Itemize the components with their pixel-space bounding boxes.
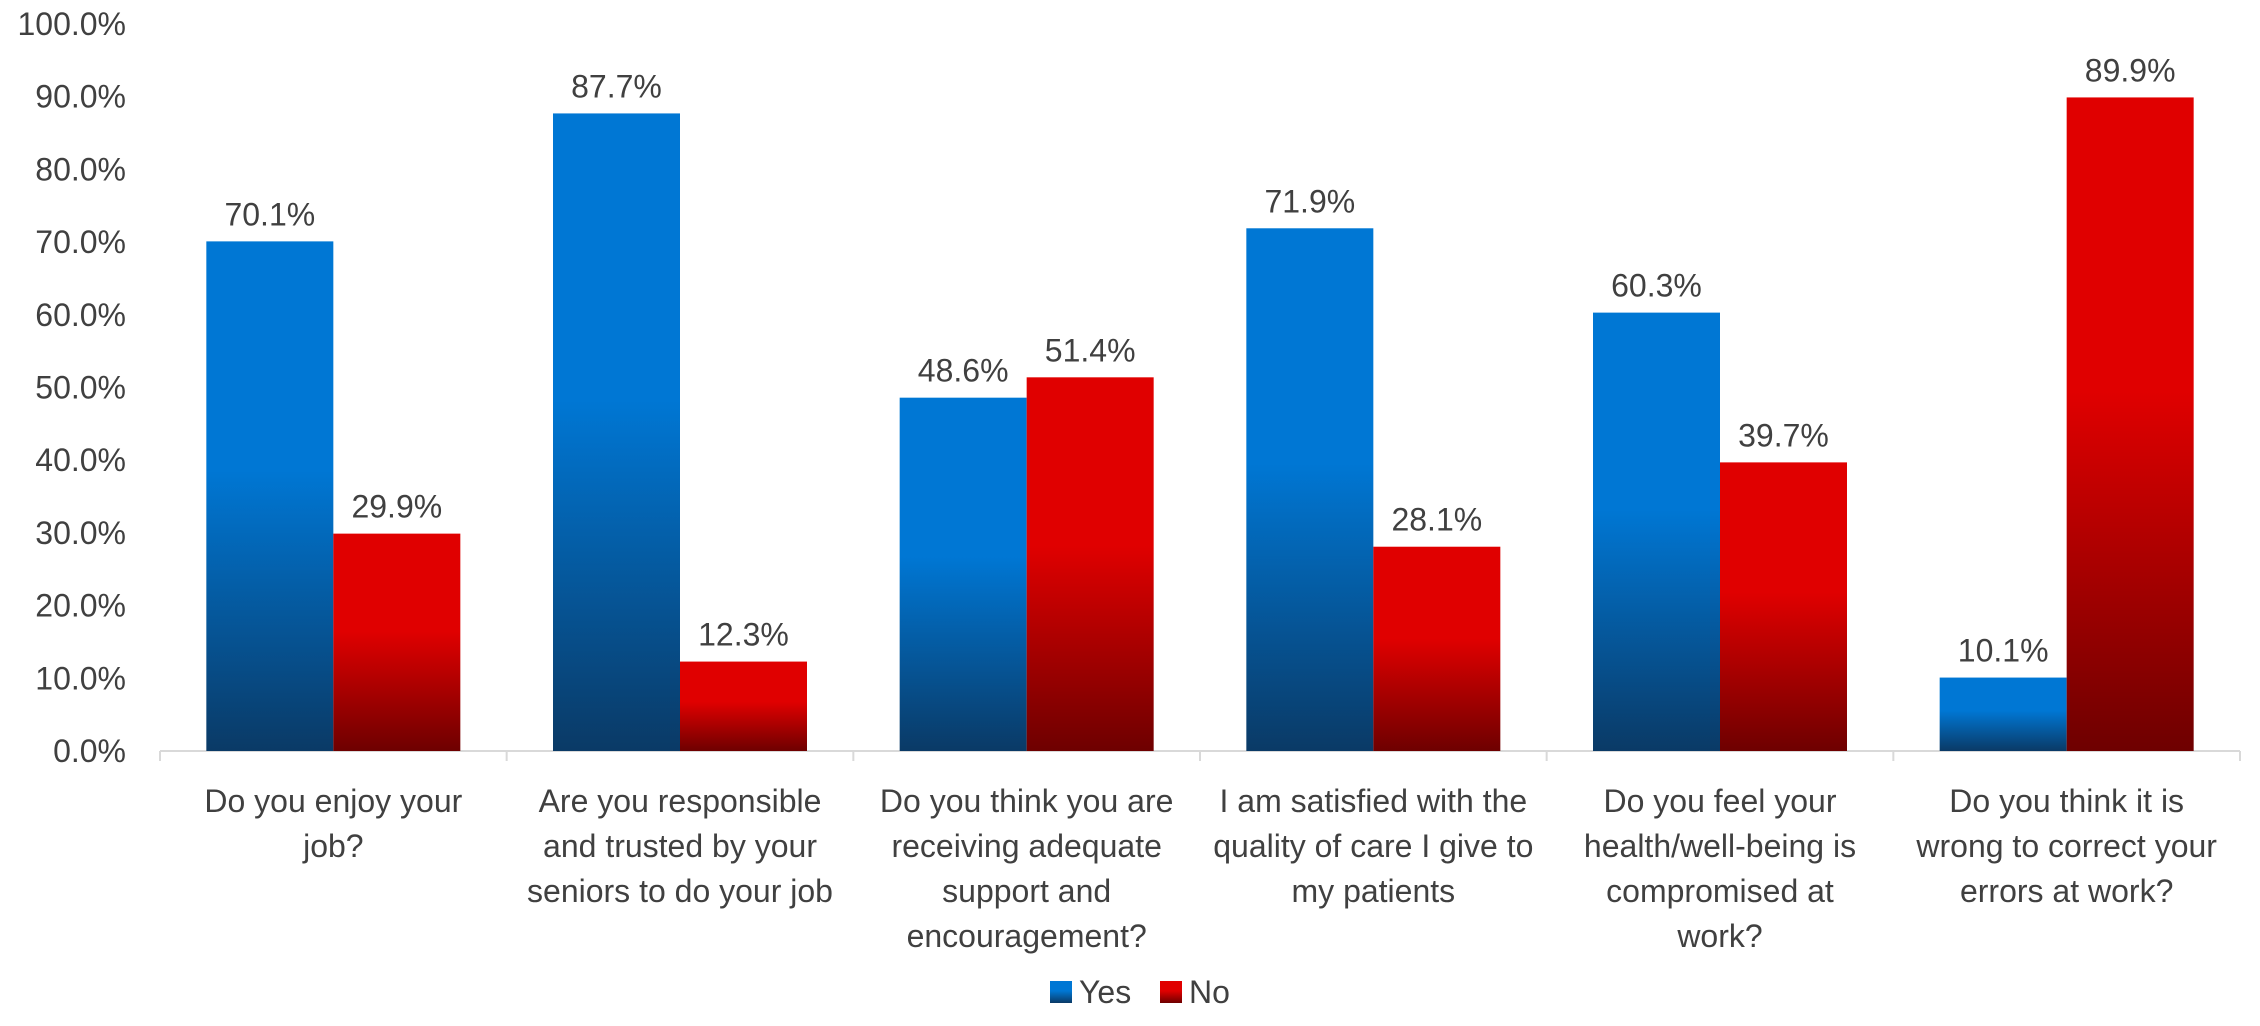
category-label-line: work? (1676, 918, 1762, 954)
data-label-yes-5: 10.1% (1958, 633, 2049, 669)
y-tick-label: 100.0% (17, 6, 126, 42)
bar-no-3 (1373, 546, 1501, 751)
data-label-no-4: 39.7% (1738, 417, 1829, 453)
x-axis (159, 750, 2241, 761)
y-tick-label: 80.0% (35, 151, 126, 187)
y-tick-label: 60.0% (35, 297, 126, 333)
category-label-line: and trusted by your (543, 828, 817, 864)
data-label-no-5: 89.9% (2085, 52, 2176, 88)
category-label-0: Do you enjoy your job? (204, 783, 462, 864)
category-labels-group: Do you enjoy your job? Are you responsible… (204, 783, 2217, 954)
data-label-yes-3: 71.9% (1264, 183, 1355, 219)
y-tick-label: 0.0% (53, 733, 126, 769)
category-label-1: Are you responsible and trusted by your se… (527, 783, 833, 909)
bar-no-4 (1720, 462, 1847, 751)
category-label-5: Do you think it is wrong to correct your e… (1915, 783, 2217, 909)
bar-no-5 (2066, 97, 2194, 751)
y-tick-label: 30.0% (35, 515, 126, 551)
category-label-3: I am satisfied with the quality of care I… (1213, 783, 1533, 909)
category-label-line: Do you enjoy your (204, 783, 462, 819)
bar-yes-2 (899, 397, 1027, 751)
category-label-line: Do you think you are (880, 783, 1174, 819)
category-label-line: health/well-being is (1584, 828, 1856, 864)
y-tick-label: 70.0% (35, 224, 126, 260)
bar-yes-5 (1939, 677, 2067, 751)
category-label-line: Do you feel your (1603, 783, 1836, 819)
data-label-yes-1: 87.7% (571, 68, 662, 104)
bar-no-0 (333, 533, 461, 751)
category-label-line: encouragement? (907, 918, 1147, 954)
category-label-line: job? (302, 828, 364, 864)
bars-group (206, 97, 2194, 752)
legend-label-yes: Yes (1079, 974, 1131, 1010)
legend: Yes No (1050, 974, 1230, 1010)
data-label-yes-2: 48.6% (918, 353, 1009, 389)
data-label-no-0: 29.9% (351, 489, 442, 525)
bar-yes-4 (1593, 312, 1720, 751)
category-label-line: support and (942, 873, 1111, 909)
data-label-yes-4: 60.3% (1611, 268, 1702, 304)
bar-no-1 (680, 661, 807, 751)
y-tick-label: 10.0% (35, 660, 126, 696)
category-label-line: receiving adequate (891, 828, 1161, 864)
legend-label-no: No (1189, 974, 1230, 1010)
y-tick-label: 50.0% (35, 370, 126, 406)
category-label-line: wrong to correct your (1915, 828, 2217, 864)
legend-swatch-yes (1050, 981, 1072, 1003)
data-label-no-2: 51.4% (1045, 332, 1136, 368)
y-axis: 0.0% 10.0% 20.0% 30.0% 40.0% 50.0% 60.0% 70.0% 8… (17, 6, 126, 769)
y-tick-label: 20.0% (35, 588, 126, 624)
bar-no-2 (1026, 377, 1154, 751)
category-label-line: Do you think it is (1949, 783, 2184, 819)
data-label-no-3: 28.1% (1391, 502, 1482, 538)
bar-yes-1 (553, 113, 680, 751)
category-label-line: my patients (1292, 873, 1456, 909)
data-label-yes-0: 70.1% (224, 196, 315, 232)
bar-yes-0 (206, 241, 334, 752)
category-label-line: compromised at (1606, 873, 1834, 909)
category-label-4: Do you feel your health/well-being is comp… (1584, 783, 1856, 954)
category-label-line: Are you responsible (539, 783, 822, 819)
category-label-line: errors at work? (1960, 873, 2173, 909)
category-label-line: quality of care I give to (1213, 828, 1533, 864)
category-label-line: seniors to do your job (527, 873, 833, 909)
legend-swatch-no (1160, 981, 1182, 1003)
category-label-line: I am satisfied with the (1219, 783, 1527, 819)
category-label-2: Do you think you are receiving adequate su… (880, 783, 1174, 954)
bar-yes-3 (1246, 228, 1374, 752)
y-tick-label: 40.0% (35, 442, 126, 478)
y-tick-label: 90.0% (35, 79, 126, 115)
data-labels-group: 70.1% 29.9% 87.7% 12.3% 48.6% 51.4% 71.9% 28.1%… (224, 52, 2175, 668)
data-label-no-1: 12.3% (698, 617, 789, 653)
